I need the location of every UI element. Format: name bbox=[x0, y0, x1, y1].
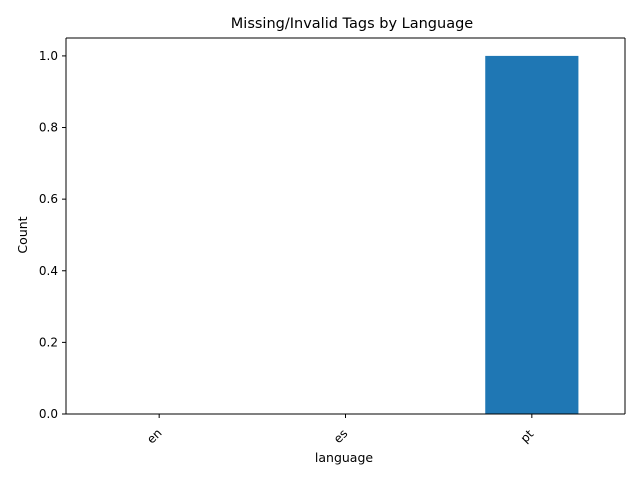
y-axis-ticks: 0.0 0.2 0.4 0.6 0.8 1.0 bbox=[39, 49, 66, 421]
y-tick-label: 0.0 bbox=[39, 407, 58, 421]
y-tick-label: 0.6 bbox=[39, 192, 58, 206]
y-tick-label: 0.2 bbox=[39, 335, 58, 349]
chart-title: Missing/Invalid Tags by Language bbox=[231, 16, 474, 32]
bar-pt bbox=[485, 55, 579, 415]
y-tick-label: 0.4 bbox=[39, 264, 58, 278]
x-tick-label: en bbox=[144, 426, 165, 447]
axes-frame bbox=[65, 37, 626, 415]
y-axis-label: Count bbox=[15, 216, 30, 253]
x-axis-label: language bbox=[315, 450, 374, 465]
x-axis-ticks: en es pt bbox=[144, 414, 537, 447]
x-tick-label: es bbox=[331, 426, 351, 446]
y-tick-label: 0.8 bbox=[39, 121, 58, 135]
x-tick-label: pt bbox=[518, 427, 537, 446]
y-tick-label: 1.0 bbox=[39, 49, 58, 63]
bars-layer bbox=[485, 55, 579, 415]
